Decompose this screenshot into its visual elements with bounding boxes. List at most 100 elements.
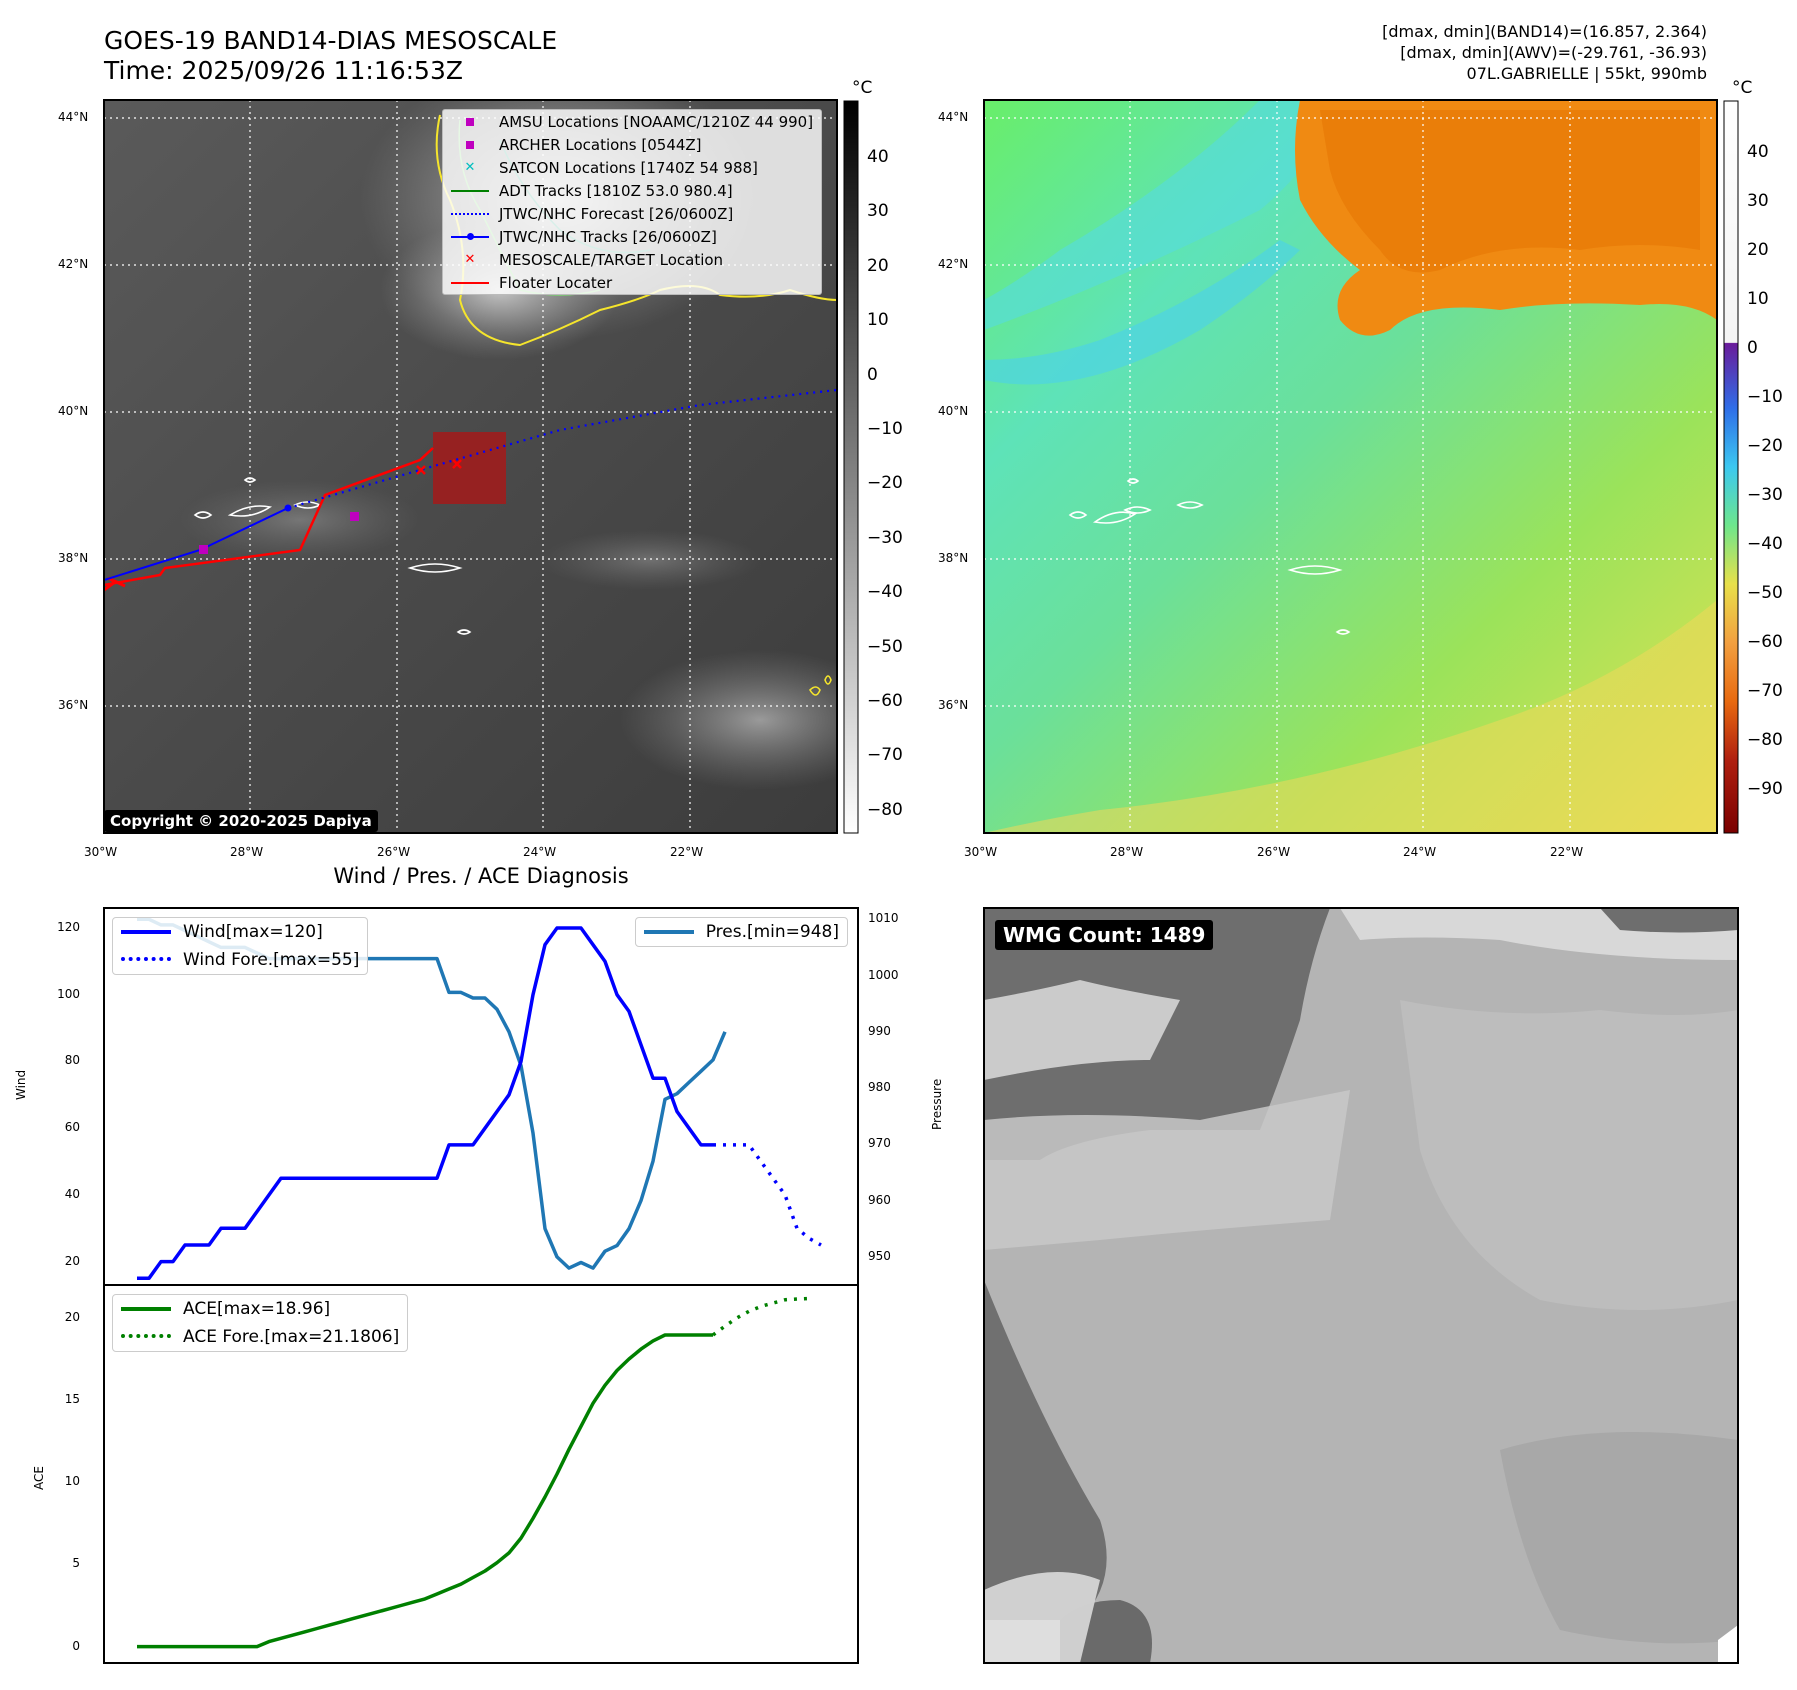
wind-series-line (137, 926, 713, 1281)
ir-lon-tick-3: 24°W (523, 845, 557, 859)
chart-title-line2: Time: 2025/09/26 11:16:53Z (104, 56, 463, 85)
wv-colorbar-tick: −90 (1747, 779, 1783, 799)
ir-colorbar-tick: −40 (867, 582, 903, 603)
legend-ace: ACE[max=18.96] (113, 1295, 407, 1323)
wind-axis-tick: 60 (64, 1120, 80, 1135)
ir-lat-tick-2: 40°N (58, 404, 89, 418)
wind-axis-tick: 20 (64, 1253, 80, 1268)
ir-colorbar-tick: −50 (867, 636, 903, 657)
ir-lat-tick-4: 36°N (58, 698, 89, 712)
wind-axis-tick: 80 (64, 1053, 80, 1068)
legend-wind: Wind[max=120] (113, 918, 367, 946)
header-right-line2: [dmax, dmin](AWV)=(-29.761, -36.93) (1400, 43, 1707, 62)
wv-colorbar-tick: −60 (1747, 632, 1783, 652)
ace-ylabel: ACE (32, 1466, 46, 1490)
wv-colorbar-tick: 10 (1747, 289, 1769, 309)
copyright-badge: Copyright © 2020-2025 Dapiya (104, 810, 378, 832)
ace-axis-tick: 0 (72, 1638, 80, 1653)
legend-amsu: AMSU Locations [NOAAMC/1210Z 44 990] (443, 110, 821, 133)
wv-colorbar-tick: 30 (1747, 191, 1769, 211)
line-dot-icon (451, 231, 489, 243)
square-marker-icon (451, 139, 489, 151)
legend-pressure: Pres.[min=948] (636, 918, 847, 946)
ir-colorbar-tick: −30 (867, 527, 903, 548)
legend-tracks: JTWC/NHC Tracks [26/0600Z] (443, 225, 821, 248)
wv-lat-tick-0: 44°N (938, 110, 969, 124)
wv-colorbar-unit: °C (1732, 78, 1753, 98)
wv-lat-tick-2: 40°N (938, 404, 969, 418)
legend-wind-fore: Wind Fore.[max=55] (113, 946, 367, 974)
dotted-line-icon (451, 208, 489, 220)
wind-ylabel: Wind (14, 1069, 28, 1100)
wv-colorbar-tick: −80 (1747, 730, 1783, 750)
ace-axis-tick: 10 (64, 1474, 80, 1489)
pressure-axis-tick: 1010 (868, 911, 899, 926)
wind-axis-tick: 120 (57, 920, 80, 935)
ir-lon-tick-4: 22°W (670, 845, 704, 859)
ir-colorbar-tick: −70 (867, 745, 903, 766)
wv-imagery (984, 100, 1717, 833)
ace-axis-tick: 15 (64, 1392, 80, 1407)
solid-line-icon (451, 185, 489, 197)
wv-lon-tick-3: 24°W (1403, 845, 1437, 859)
header-right-line1: [dmax, dmin](BAND14)=(16.857, 2.364) (1382, 22, 1707, 41)
wv-lon-tick-2: 26°W (1257, 845, 1291, 859)
wv-colorbar-tick: −50 (1747, 583, 1783, 603)
solid-line-icon (451, 277, 489, 289)
solid-line-icon (121, 928, 171, 936)
ace-legend: ACE[max=18.96] ACE Fore.[max=21.1806] (112, 1294, 409, 1352)
pressure-axis-tick: 980 (868, 1080, 891, 1095)
wv-lat-tick-3: 38°N (938, 551, 969, 565)
wv-colorbar (1723, 100, 1739, 834)
wind-legend: Wind[max=120] Wind Fore.[max=55] (112, 917, 369, 975)
wv-lon-tick-4: 22°W (1550, 845, 1584, 859)
ace-series-layer (137, 1296, 810, 1649)
wv-colorbar-tick: 20 (1747, 240, 1769, 260)
ir-colorbar-tick: −80 (867, 799, 903, 820)
ace-series-line (137, 1333, 713, 1649)
wmg-imagery (984, 908, 1738, 1663)
ir-colorbar-tick: 30 (867, 201, 889, 222)
floater-locater-line (104, 447, 434, 587)
pressure-ylabel: Pressure (930, 1078, 944, 1130)
chart-title-line1: GOES-19 BAND14-DIAS MESOSCALE (104, 26, 558, 55)
ir-colorbar-tick: −10 (867, 419, 903, 439)
wv-colorbar-tick: −30 (1747, 485, 1783, 505)
dotted-line-icon (121, 956, 171, 964)
ir-lon-tick-1: 28°W (230, 845, 264, 859)
jtwc-forecast-line (287, 388, 837, 510)
ir-colorbar-tick: 10 (867, 310, 889, 331)
legend-satcon: ✕ SATCON Locations [1740Z 54 988] (443, 156, 821, 179)
ir-colorbar-unit: °C (852, 78, 873, 98)
ir-colorbar-tick: −60 (867, 691, 903, 711)
solid-line-icon (643, 928, 694, 936)
pressure-axis-tick: 1000 (868, 967, 899, 982)
amsu-marker (350, 512, 359, 521)
wv-gridlines (984, 100, 1717, 833)
legend-ace-fore: ACE Fore.[max=21.1806] (113, 1323, 407, 1351)
wv-lon-tick-0: 30°W (964, 845, 998, 859)
header-right-line3: 07L.GABRIELLE | 55kt, 990mb (1466, 64, 1707, 83)
dotted-line-icon (121, 1333, 171, 1341)
mesoscale-target-box (433, 432, 506, 504)
ir-colorbar (843, 100, 859, 834)
wind-axis-tick: 100 (57, 986, 80, 1001)
wv-lon-tick-1: 28°W (1110, 845, 1144, 859)
wv-lat-tick-1: 42°N (938, 257, 969, 271)
x-marker-icon: ✕ (464, 159, 476, 175)
ir-colorbar-tick: 40 (867, 147, 889, 167)
legend-floater: Floater Locater (443, 271, 821, 294)
legend-mesoscale: ✕ MESOSCALE/TARGET Location (443, 248, 821, 271)
diagnosis-title: Wind / Pres. / ACE Diagnosis (333, 864, 629, 888)
ir-map-frame (103, 99, 838, 834)
ir-colorbar-tick: 0 (867, 364, 878, 385)
square-marker-icon (451, 116, 489, 128)
wv-lat-tick-4: 36°N (938, 698, 969, 712)
pressure-axis-tick: 960 (868, 1192, 891, 1207)
wv-colorbar-tick: 0 (1747, 338, 1758, 358)
legend-archer: ARCHER Locations [0544Z] (443, 133, 821, 156)
pressure-legend: Pres.[min=948] (634, 917, 848, 947)
wv-map-frame (983, 99, 1718, 834)
pressure-axis-tick: 970 (868, 1136, 891, 1151)
